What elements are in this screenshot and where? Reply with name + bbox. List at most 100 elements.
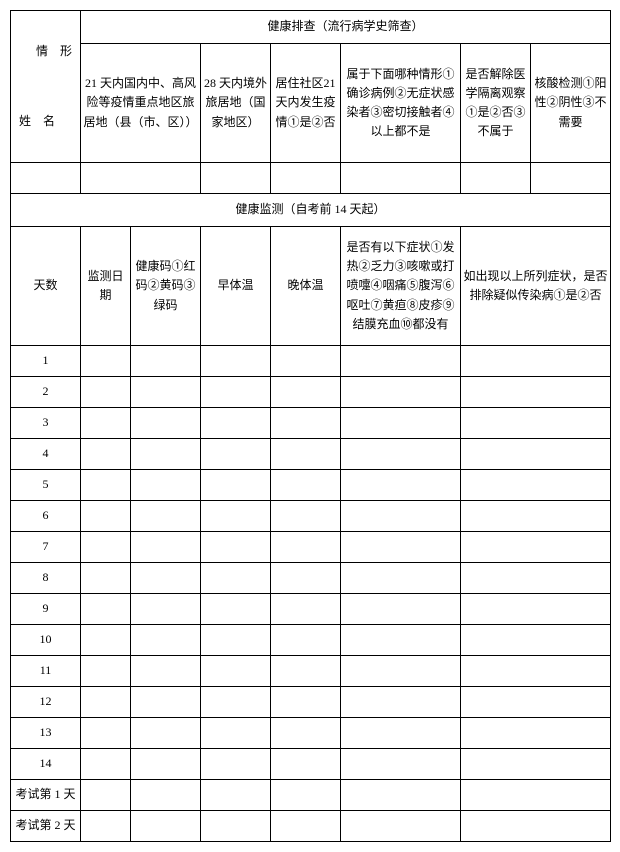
- table-cell[interactable]: [271, 408, 341, 439]
- table-cell[interactable]: [81, 377, 131, 408]
- table-cell[interactable]: [461, 687, 611, 718]
- s1-v4[interactable]: [341, 163, 461, 194]
- table-cell[interactable]: [341, 377, 461, 408]
- table-cell[interactable]: [341, 625, 461, 656]
- table-cell[interactable]: [131, 749, 201, 780]
- table-cell[interactable]: [271, 625, 341, 656]
- table-cell[interactable]: [341, 346, 461, 377]
- table-cell[interactable]: [201, 501, 271, 532]
- table-cell[interactable]: [131, 470, 201, 501]
- table-cell[interactable]: [271, 346, 341, 377]
- table-cell[interactable]: [201, 687, 271, 718]
- table-cell[interactable]: [341, 811, 461, 842]
- table-cell[interactable]: [81, 408, 131, 439]
- table-cell[interactable]: [81, 594, 131, 625]
- table-cell[interactable]: [131, 625, 201, 656]
- table-cell[interactable]: [341, 408, 461, 439]
- table-cell[interactable]: [201, 563, 271, 594]
- table-cell[interactable]: [461, 346, 611, 377]
- table-cell[interactable]: [461, 811, 611, 842]
- table-cell[interactable]: [271, 780, 341, 811]
- s1-v6[interactable]: [531, 163, 611, 194]
- table-cell[interactable]: [131, 687, 201, 718]
- table-cell[interactable]: [461, 718, 611, 749]
- table-cell[interactable]: [81, 563, 131, 594]
- table-cell[interactable]: [131, 408, 201, 439]
- table-cell[interactable]: [131, 532, 201, 563]
- table-cell[interactable]: [201, 718, 271, 749]
- table-cell[interactable]: [131, 346, 201, 377]
- table-cell[interactable]: [131, 780, 201, 811]
- table-cell[interactable]: [201, 625, 271, 656]
- table-cell[interactable]: [271, 532, 341, 563]
- table-cell[interactable]: [131, 594, 201, 625]
- table-cell[interactable]: [131, 501, 201, 532]
- table-cell[interactable]: [81, 625, 131, 656]
- table-cell[interactable]: [201, 780, 271, 811]
- table-cell[interactable]: [81, 470, 131, 501]
- table-cell[interactable]: [341, 749, 461, 780]
- table-cell[interactable]: [461, 749, 611, 780]
- table-cell[interactable]: [271, 470, 341, 501]
- table-cell[interactable]: [341, 687, 461, 718]
- table-cell[interactable]: [271, 563, 341, 594]
- table-cell[interactable]: [131, 811, 201, 842]
- table-cell[interactable]: [461, 377, 611, 408]
- table-cell[interactable]: [461, 594, 611, 625]
- table-cell[interactable]: [81, 656, 131, 687]
- table-cell[interactable]: [81, 749, 131, 780]
- s1-v2[interactable]: [201, 163, 271, 194]
- table-cell[interactable]: [131, 377, 201, 408]
- table-cell[interactable]: [201, 439, 271, 470]
- table-cell[interactable]: [341, 594, 461, 625]
- table-cell[interactable]: [461, 625, 611, 656]
- table-cell[interactable]: [201, 377, 271, 408]
- table-cell[interactable]: [461, 408, 611, 439]
- table-cell[interactable]: [131, 439, 201, 470]
- table-cell[interactable]: [131, 563, 201, 594]
- table-cell[interactable]: [201, 656, 271, 687]
- table-cell[interactable]: [341, 470, 461, 501]
- table-cell[interactable]: [341, 780, 461, 811]
- table-cell[interactable]: [341, 718, 461, 749]
- table-cell[interactable]: [271, 718, 341, 749]
- table-cell[interactable]: [201, 594, 271, 625]
- table-cell[interactable]: [131, 656, 201, 687]
- table-cell[interactable]: [201, 532, 271, 563]
- table-cell[interactable]: [271, 656, 341, 687]
- table-cell[interactable]: [461, 470, 611, 501]
- table-cell[interactable]: [341, 656, 461, 687]
- table-cell[interactable]: [131, 718, 201, 749]
- table-cell[interactable]: [81, 687, 131, 718]
- table-cell[interactable]: [271, 811, 341, 842]
- table-cell[interactable]: [271, 749, 341, 780]
- table-cell[interactable]: [341, 563, 461, 594]
- table-cell[interactable]: [461, 501, 611, 532]
- name-cell[interactable]: [11, 163, 81, 194]
- table-cell[interactable]: [461, 656, 611, 687]
- table-cell[interactable]: [271, 439, 341, 470]
- table-cell[interactable]: [341, 439, 461, 470]
- table-cell[interactable]: [81, 811, 131, 842]
- table-cell[interactable]: [81, 532, 131, 563]
- table-cell[interactable]: [271, 501, 341, 532]
- table-cell[interactable]: [81, 780, 131, 811]
- s1-v5[interactable]: [461, 163, 531, 194]
- table-cell[interactable]: [271, 687, 341, 718]
- table-cell[interactable]: [81, 439, 131, 470]
- table-cell[interactable]: [461, 780, 611, 811]
- table-cell[interactable]: [341, 501, 461, 532]
- table-cell[interactable]: [201, 408, 271, 439]
- table-cell[interactable]: [461, 563, 611, 594]
- table-cell[interactable]: [81, 346, 131, 377]
- table-cell[interactable]: [81, 718, 131, 749]
- table-cell[interactable]: [81, 501, 131, 532]
- table-cell[interactable]: [341, 532, 461, 563]
- table-cell[interactable]: [201, 811, 271, 842]
- s1-v1[interactable]: [81, 163, 201, 194]
- table-cell[interactable]: [201, 749, 271, 780]
- s1-v3[interactable]: [271, 163, 341, 194]
- table-cell[interactable]: [271, 594, 341, 625]
- table-cell[interactable]: [201, 346, 271, 377]
- table-cell[interactable]: [271, 377, 341, 408]
